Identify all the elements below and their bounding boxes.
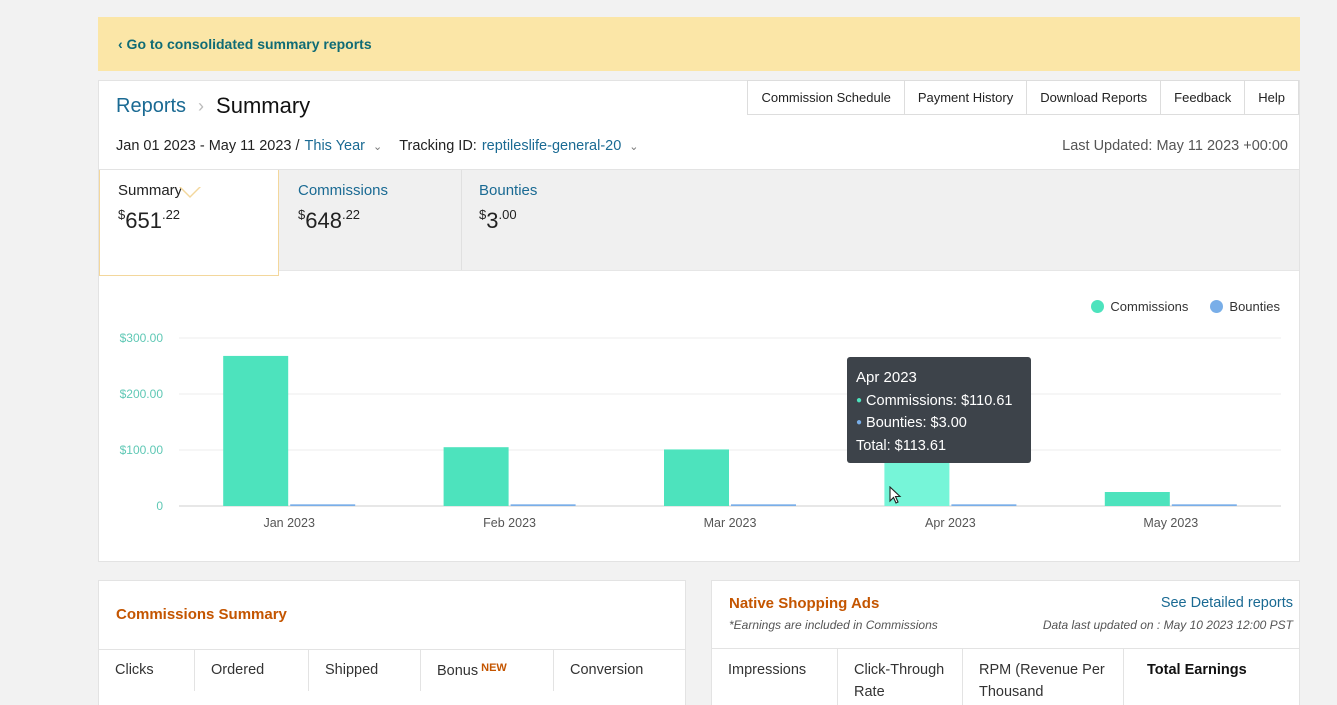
new-badge: NEW	[481, 662, 507, 674]
last-updated-text: Last Updated: May 11 2023 +00:00	[1062, 138, 1288, 154]
commissions-bar	[223, 355, 289, 506]
page-title: Summary	[216, 93, 311, 118]
commissions-summary-panel: Commissions Summary Clicks Ordered Shipp…	[98, 580, 686, 705]
x-tick-label: Feb 2023	[483, 516, 536, 530]
bounties-bar	[951, 504, 1017, 506]
legend-commissions-label: Commissions	[1110, 299, 1189, 314]
x-tick-label: Jan 2023	[263, 516, 314, 530]
native-ads-title: Native Shopping Ads	[729, 595, 880, 612]
chevron-down-icon[interactable]: ⌄	[373, 140, 383, 153]
feedback-button[interactable]: Feedback	[1161, 80, 1246, 115]
breadcrumb: Reports › Summary	[116, 93, 310, 119]
download-reports-button[interactable]: Download Reports	[1027, 80, 1162, 115]
date-range-text: Jan 01 2023 - May 11 2023 /	[116, 138, 300, 154]
commission-schedule-button[interactable]: Commission Schedule	[747, 80, 905, 115]
legend-bounties[interactable]: Bounties	[1210, 299, 1280, 314]
x-tick-label: Apr 2023	[925, 516, 976, 530]
see-detailed-reports-link[interactable]: See Detailed reports	[1160, 595, 1293, 611]
tracking-id-selector[interactable]: reptileslife-general-20	[481, 138, 622, 154]
y-tick-label: $100.00	[120, 443, 164, 457]
column-total-earnings[interactable]: Total Earnings	[1147, 662, 1247, 678]
active-tab-caret	[179, 186, 201, 198]
commissions-bar	[443, 447, 509, 506]
report-nav: Commission Schedule Payment History Down…	[747, 80, 1299, 115]
commissions-bar	[664, 449, 729, 506]
period-selector[interactable]: This Year	[304, 138, 365, 154]
consolidated-reports-link[interactable]: ‹ Go to consolidated summary reports	[118, 36, 372, 52]
earnings-bar-chart: 0 $100.00 $200.00 $300.00 Jan 2023 Feb 2023 Ma…	[120, 331, 1281, 530]
chart-tooltip: Apr 2023 ● Commissions: $110.61 ● Bounties…	[847, 357, 1031, 463]
help-button[interactable]: Help	[1245, 80, 1299, 115]
column-rpm[interactable]: RPM (Revenue Per Thousand	[963, 649, 1124, 705]
tooltip-commissions: ● Commissions: $110.61	[856, 392, 1013, 409]
payment-history-button[interactable]: Payment History	[904, 80, 1028, 115]
legend-bounties-label: Bounties	[1229, 299, 1280, 314]
x-tick-label: May 2023	[1143, 516, 1198, 530]
tab-commissions-label: Commissions	[298, 182, 389, 199]
tooltip-title: Apr 2023	[856, 369, 917, 386]
tab-commissions[interactable]: Commissions $648.22	[280, 170, 461, 270]
x-tick-label: Mar 2023	[704, 516, 757, 530]
tab-bounties[interactable]: Bounties $3.00	[461, 170, 642, 270]
legend-commissions[interactable]: Commissions	[1091, 299, 1188, 314]
bounties-bar	[290, 504, 356, 506]
commissions-dot-icon	[1091, 300, 1105, 313]
breadcrumb-reports-link[interactable]: Reports	[116, 94, 187, 117]
y-tick-label: $200.00	[120, 387, 164, 401]
bounties-bar	[510, 504, 576, 506]
column-clicks[interactable]: Clicks	[99, 650, 195, 691]
earnings-note: *Earnings are included in Commissions	[729, 618, 938, 632]
bounties-bar	[1171, 504, 1237, 506]
summary-report-card: Reports › Summary Commission Schedule Pa…	[98, 80, 1300, 562]
column-ordered[interactable]: Ordered	[195, 650, 309, 691]
column-ctr[interactable]: Click-Through Rate	[838, 649, 963, 705]
tab-bounties-label: Bounties	[479, 182, 538, 199]
tab-divider	[461, 170, 462, 270]
commissions-summary-columns: Clicks Ordered Shipped Bonus NEW Conversi…	[99, 649, 685, 691]
bounties-amount: $3.00	[479, 207, 517, 233]
column-bonus[interactable]: Bonus NEW	[421, 650, 554, 691]
mouse-cursor-icon	[889, 486, 902, 504]
bounties-bar	[731, 504, 796, 506]
column-impressions[interactable]: Impressions	[712, 649, 838, 705]
tracking-id-label: Tracking ID:	[399, 138, 477, 154]
tooltip-bounties: ● Bounties: $3.00	[856, 415, 967, 431]
report-filters: Jan 01 2023 - May 11 2023 / This Year ⌄ …	[116, 138, 639, 154]
chart-legend: Commissions Bounties	[1091, 299, 1280, 314]
native-shopping-ads-panel: Native Shopping Ads See Detailed reports…	[711, 580, 1300, 705]
native-ads-columns: Impressions Click-Through Rate RPM (Reve…	[712, 648, 1299, 705]
consolidated-reports-banner: ‹ Go to consolidated summary reports	[98, 17, 1300, 71]
summary-amount: $651.22	[118, 207, 181, 233]
y-tick-label: 0	[156, 499, 163, 513]
column-shipped[interactable]: Shipped	[309, 650, 421, 691]
earnings-tabs: Summary $651.22 Commissions $648.22 Boun…	[99, 169, 1299, 276]
commissions-bar	[1104, 492, 1170, 506]
column-conversion[interactable]: Conversion	[570, 662, 644, 678]
column-bonus-label: Bonus	[437, 663, 479, 679]
commissions-amount: $648.22	[298, 207, 361, 233]
data-updated-note: Data last updated on : May 10 2023 12:00…	[1042, 618, 1293, 632]
tab-summary-label: Summary	[118, 182, 183, 199]
bounties-dot-icon	[1210, 300, 1224, 313]
commissions-summary-title: Commissions Summary	[116, 606, 287, 623]
y-tick-label: $300.00	[120, 331, 164, 345]
breadcrumb-separator-icon: ›	[198, 95, 205, 116]
tooltip-total: Total: $113.61	[856, 437, 947, 454]
chevron-down-icon[interactable]: ⌄	[629, 140, 639, 153]
